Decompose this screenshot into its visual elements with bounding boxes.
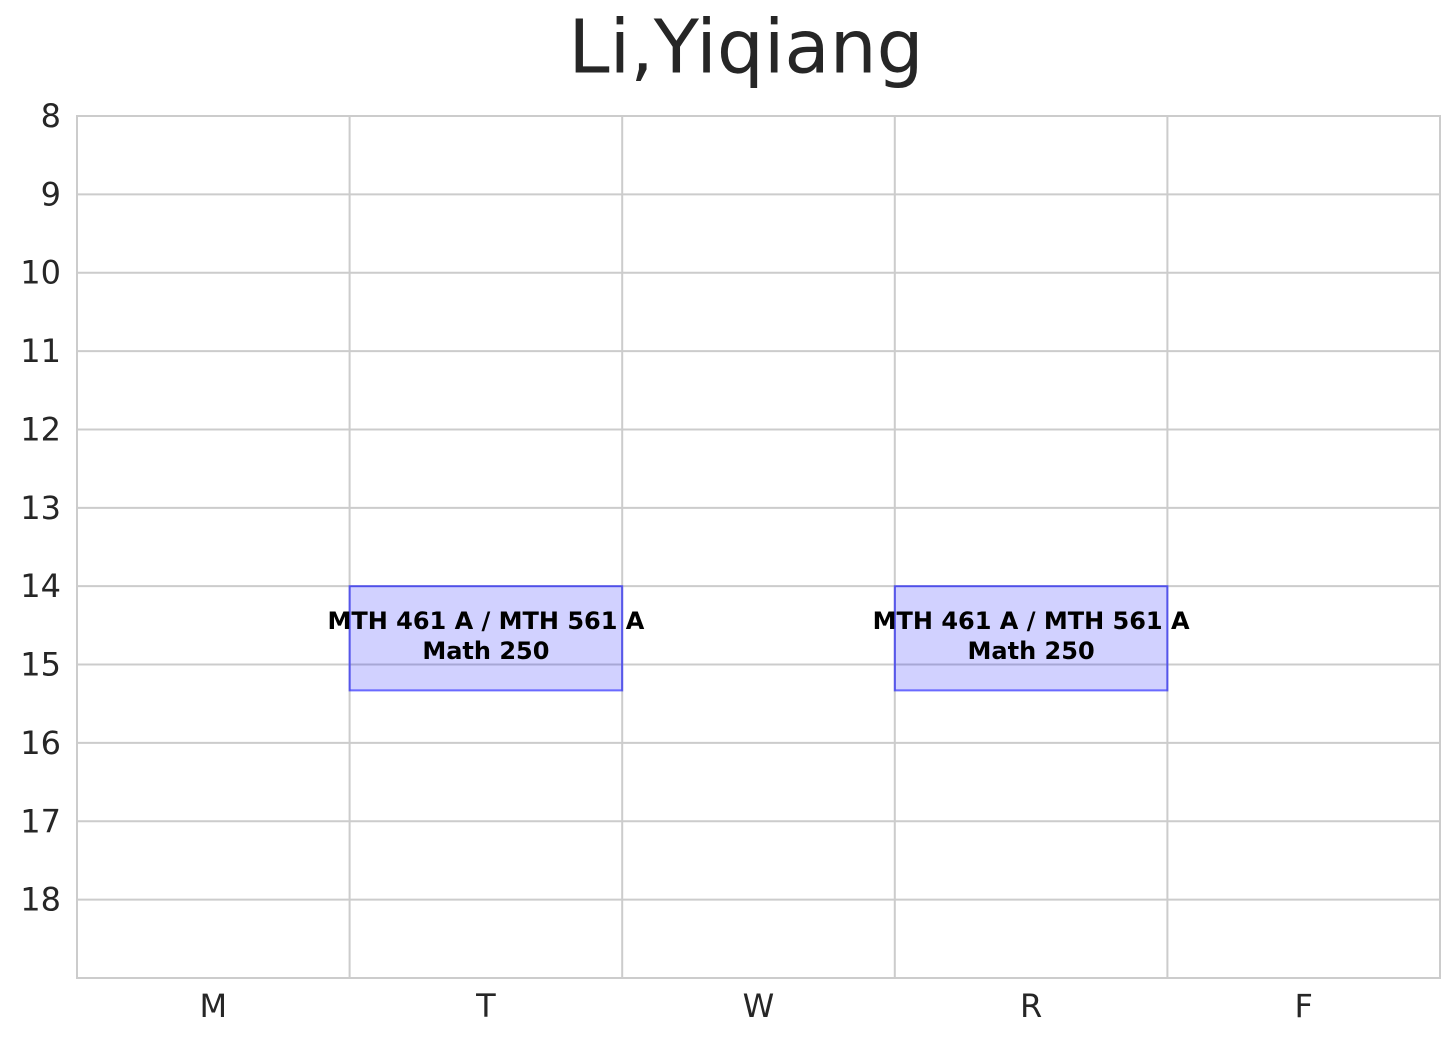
y-tick-label: 13 — [20, 489, 61, 527]
event-block — [348, 585, 624, 692]
y-tick-label: 9 — [41, 175, 61, 213]
y-tick-label: 11 — [20, 332, 61, 370]
x-tick-label: F — [1294, 987, 1312, 1025]
x-tick-label: M — [199, 987, 227, 1025]
event-block — [893, 585, 1169, 692]
plot-frame — [76, 115, 1441, 979]
event-room: Math 250 — [968, 637, 1095, 665]
y-tick-label: 17 — [20, 802, 61, 840]
x-tick-label: W — [743, 987, 775, 1025]
y-tick-label: 14 — [20, 567, 61, 605]
y-tick-label: 15 — [20, 646, 61, 684]
event-course: MTH 461 A / MTH 561 A — [873, 607, 1190, 635]
y-tick-label: 12 — [20, 410, 61, 448]
event-room: Math 250 — [422, 637, 549, 665]
chart-title: Li,Yiqiang — [568, 5, 923, 91]
x-tick-label: R — [1020, 987, 1042, 1025]
y-tick-label: 8 — [41, 97, 61, 135]
event-course: MTH 461 A / MTH 561 A — [327, 607, 644, 635]
y-tick-label: 16 — [20, 724, 61, 762]
y-tick-label: 18 — [20, 881, 61, 919]
y-tick-label: 10 — [20, 254, 61, 292]
x-tick-label: T — [475, 987, 496, 1025]
